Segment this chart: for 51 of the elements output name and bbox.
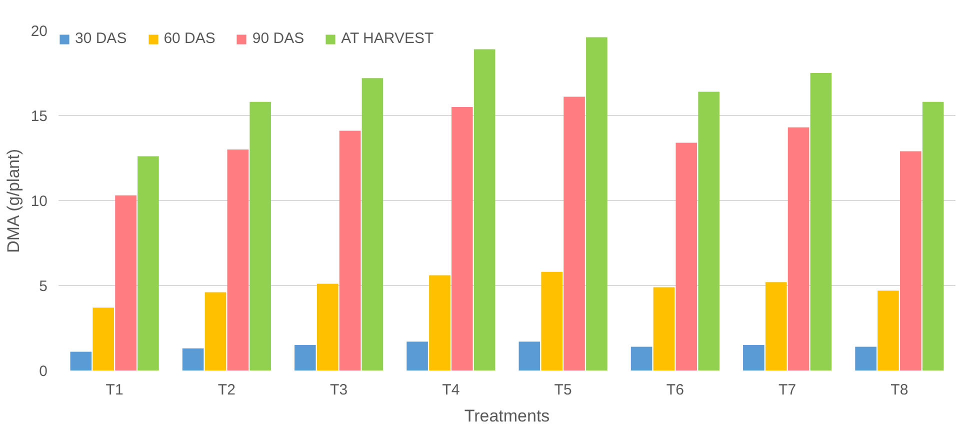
x-tick-label: T8 xyxy=(890,382,908,398)
bar xyxy=(182,348,204,370)
y-axis-title: DMA (g/plant) xyxy=(4,148,23,253)
y-tick-label: 10 xyxy=(30,193,48,210)
legend-label: AT HARVEST xyxy=(341,30,434,47)
bar xyxy=(878,290,899,370)
bar xyxy=(765,282,787,370)
bar xyxy=(698,92,720,370)
bar xyxy=(922,102,944,370)
x-tick-label: T6 xyxy=(666,382,684,398)
legend-label: 30 DAS xyxy=(75,30,127,47)
bar xyxy=(294,345,316,370)
bar xyxy=(138,156,159,370)
bar xyxy=(855,346,876,370)
bar xyxy=(788,127,810,370)
bar xyxy=(227,150,249,370)
bar xyxy=(474,49,496,370)
bar xyxy=(900,151,922,370)
bar xyxy=(92,308,114,370)
bar xyxy=(810,73,832,370)
x-tick-label: T3 xyxy=(330,382,348,398)
bar xyxy=(115,195,136,370)
y-tick-label: 0 xyxy=(39,363,48,380)
x-axis-title: Treatments xyxy=(464,406,550,426)
x-tick-label: T1 xyxy=(106,382,124,398)
bar xyxy=(653,287,675,370)
bar xyxy=(676,142,698,370)
legend-label: 90 DAS xyxy=(252,30,304,47)
bar xyxy=(541,272,562,370)
y-tick-label: 5 xyxy=(39,278,48,295)
bar xyxy=(250,102,271,370)
bar xyxy=(362,78,384,370)
bar xyxy=(204,292,226,370)
legend-label: 60 DAS xyxy=(164,30,216,47)
y-tick-label: 20 xyxy=(30,23,48,40)
x-tick-label: T4 xyxy=(442,382,460,398)
bar xyxy=(518,342,540,370)
bar xyxy=(316,284,338,370)
y-tick-label: 15 xyxy=(30,108,48,125)
x-tick-label: T2 xyxy=(218,382,236,398)
bar xyxy=(586,37,608,370)
x-tick-label: T7 xyxy=(778,382,796,398)
bar xyxy=(429,275,450,370)
x-tick-label: T5 xyxy=(554,382,572,398)
bar xyxy=(406,342,428,370)
bar xyxy=(339,130,361,370)
bar xyxy=(452,107,473,370)
bar xyxy=(743,345,764,370)
bar xyxy=(630,346,652,370)
bar xyxy=(70,352,92,370)
bar xyxy=(564,96,585,370)
